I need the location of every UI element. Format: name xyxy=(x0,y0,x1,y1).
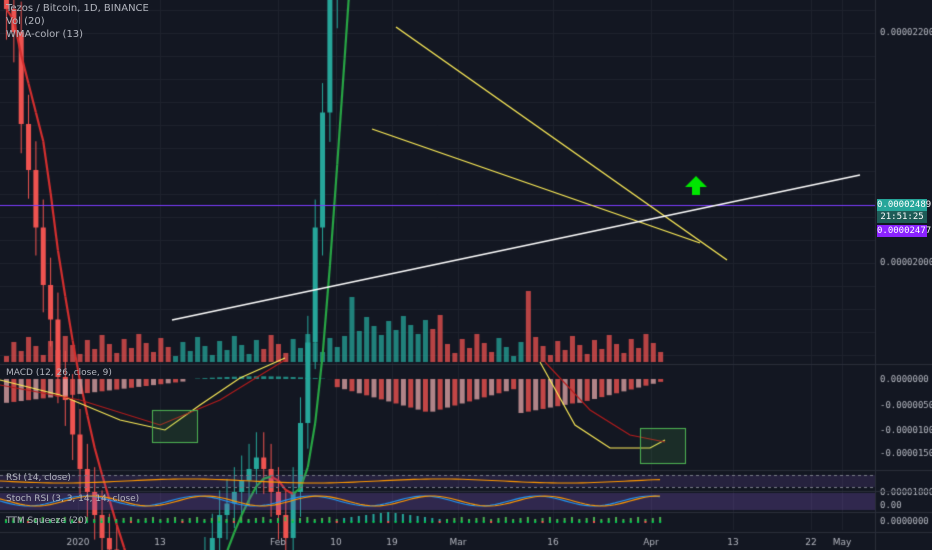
wma-indicator-label[interactable]: WMA-color (13) xyxy=(6,29,84,40)
current-price-tag: 0.00002489 xyxy=(877,199,932,211)
vol-indicator-label[interactable]: Vol (20) xyxy=(6,16,45,27)
rsi-label[interactable]: RSI (14, close) xyxy=(6,473,71,483)
chart-title: Tezos / Bitcoin, 1D, BINANCE xyxy=(6,3,149,14)
countdown-tag: 21:51:25 xyxy=(877,211,927,223)
macd-label[interactable]: MACD (12, 26, close, 9) xyxy=(6,368,112,378)
stoch-rsi-label[interactable]: Stoch RSI (3, 3, 14, 14, close) xyxy=(6,494,140,504)
ttm-squeeze-label[interactable]: TTM Squeeze (20) xyxy=(6,516,88,526)
second-price-tag: 0.00002477 xyxy=(877,225,932,237)
